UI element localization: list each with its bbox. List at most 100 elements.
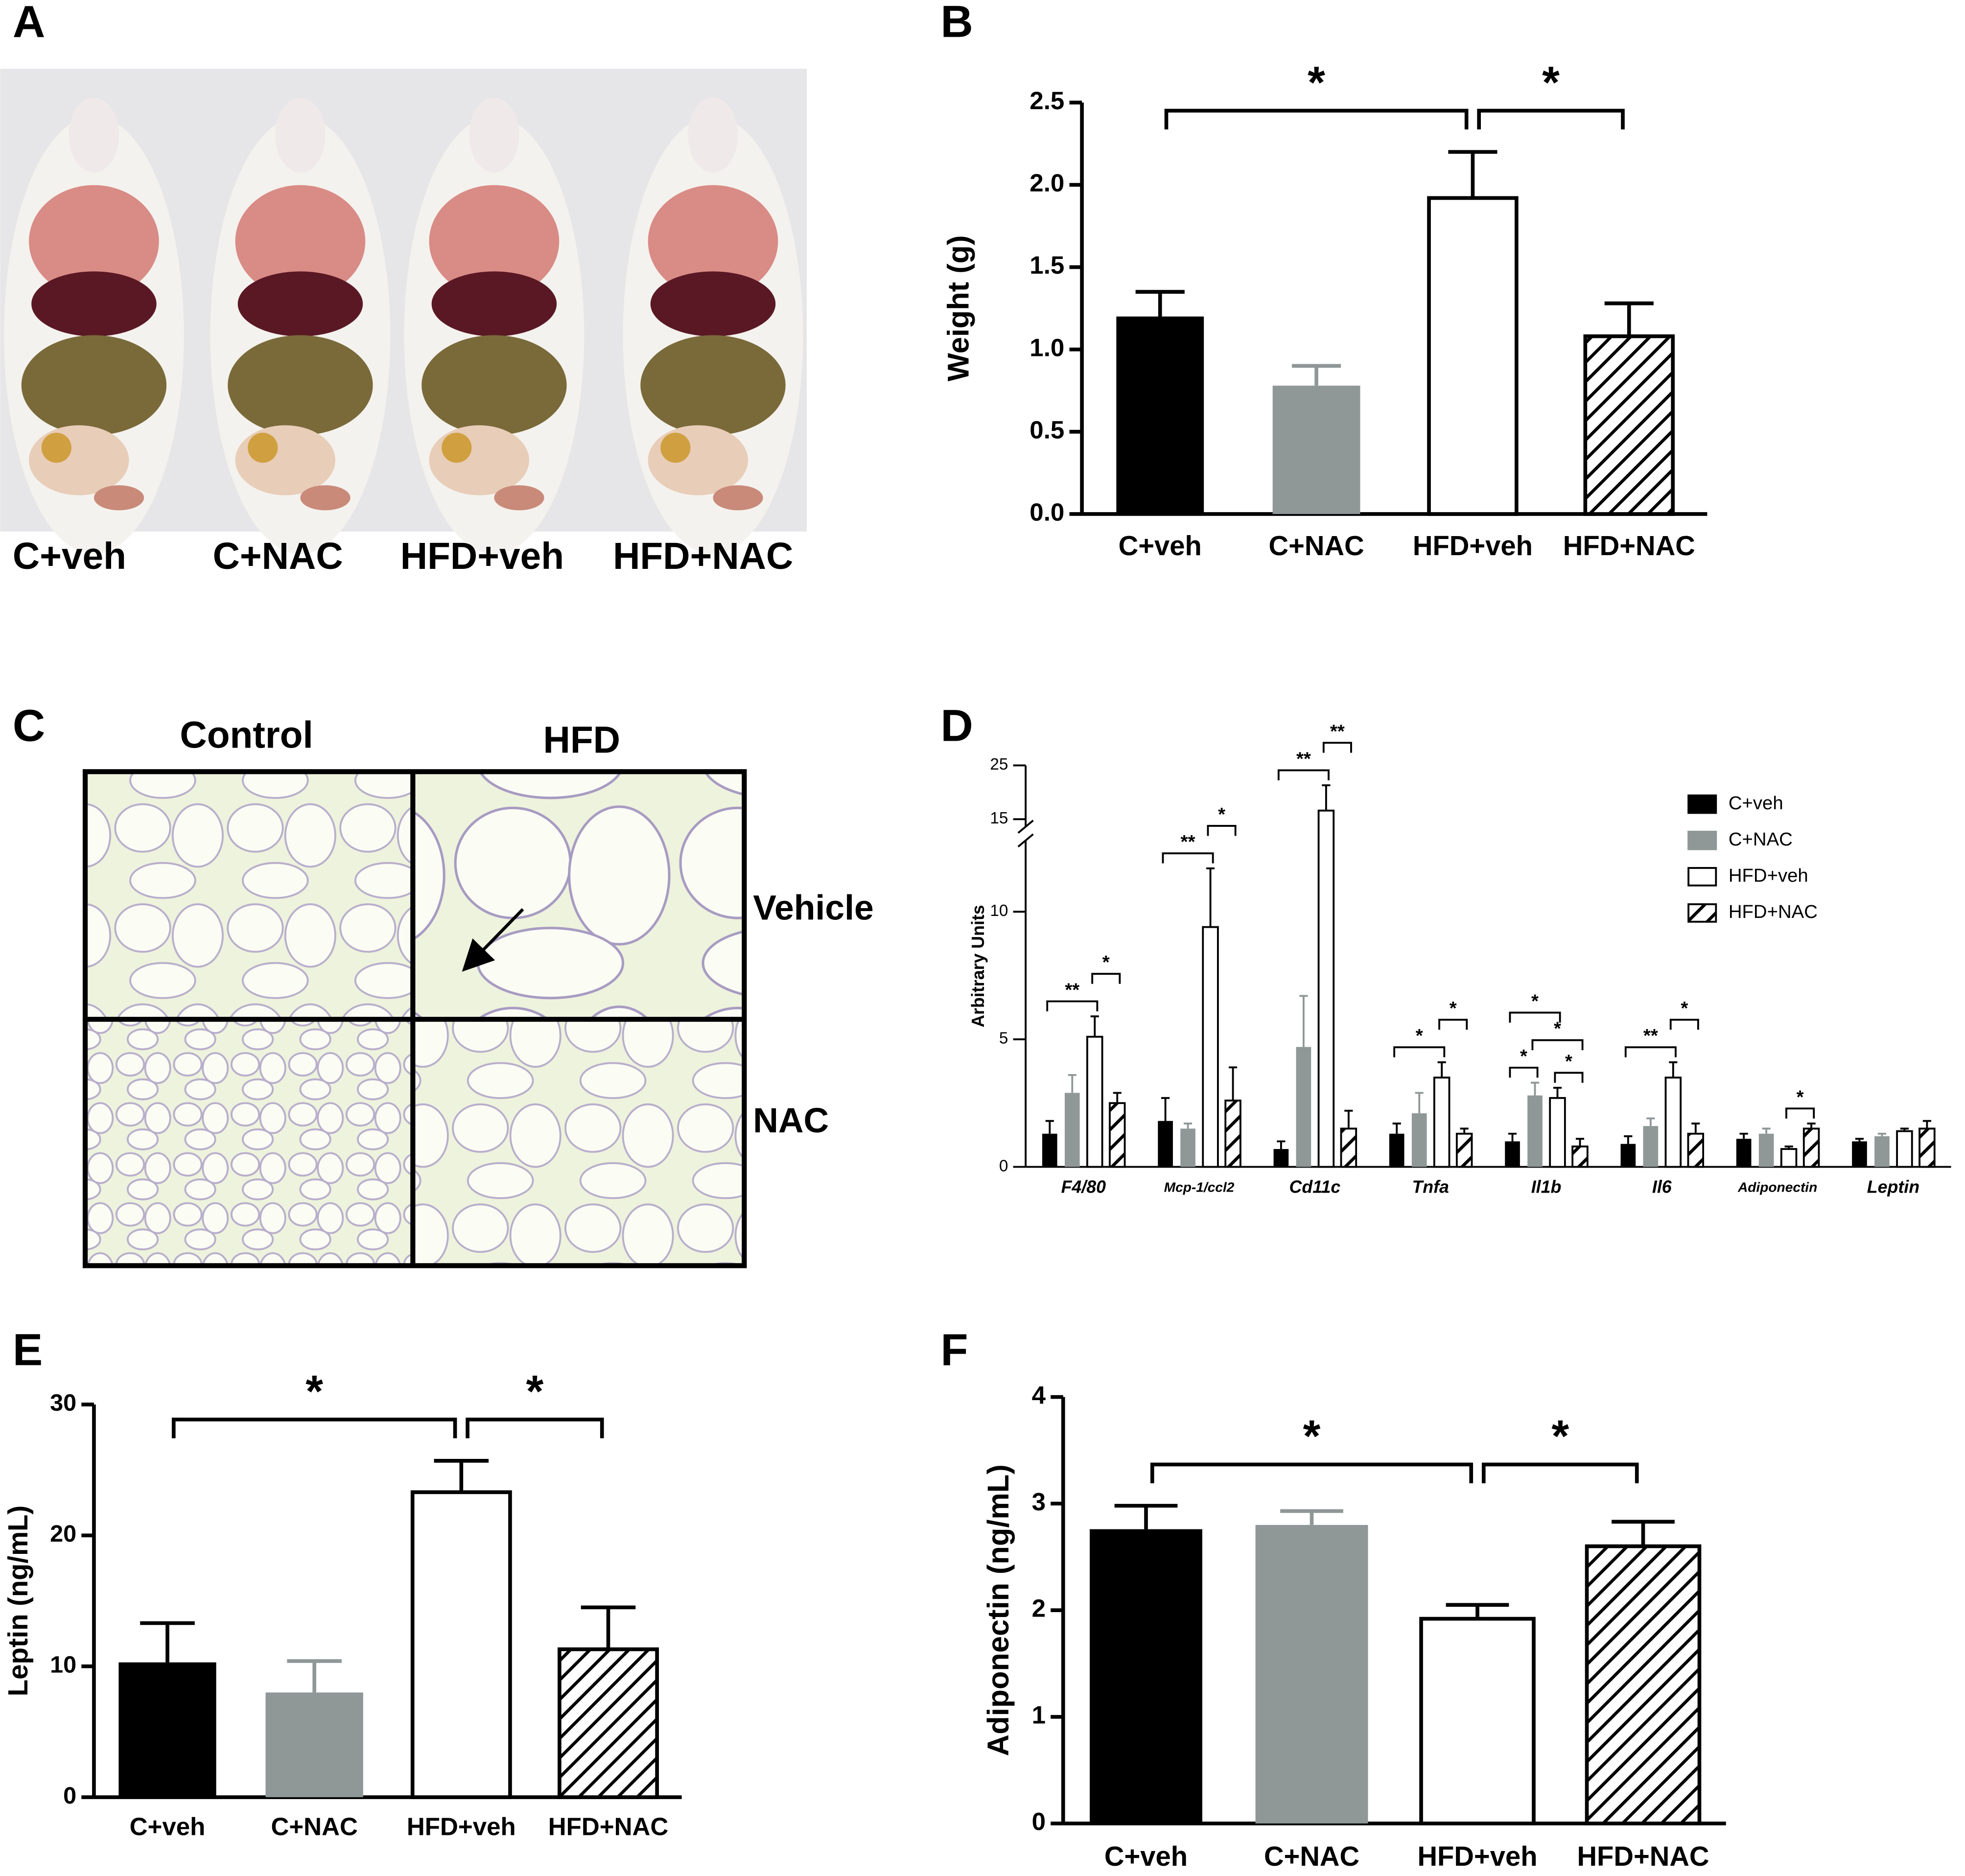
axis-break: [1017, 820, 1034, 834]
y-axis-label: Weight (g): [941, 235, 975, 381]
bar: [1687, 1132, 1705, 1168]
significance-bracket: [1164, 109, 1469, 130]
x-tick-label: HFD+veh: [1413, 530, 1533, 561]
bar: [1802, 1127, 1820, 1168]
photo-label: C+NAC: [213, 536, 343, 577]
bar: [1224, 1100, 1241, 1168]
bar: [1549, 1097, 1566, 1168]
bar: [1527, 1095, 1543, 1167]
significance-label: **: [1065, 979, 1079, 1000]
bar: [1583, 334, 1675, 516]
significance-bracket: [1669, 1019, 1699, 1030]
legend-label: HFD+veh: [1729, 865, 1808, 886]
y-tick-label: 15: [990, 809, 1008, 827]
significance-label: *: [1102, 952, 1110, 973]
y-tick-label: 2.0: [1029, 169, 1064, 197]
y-tick-label: 5: [999, 1030, 1008, 1048]
column-label: Control: [180, 715, 313, 756]
significance-label: **: [1296, 748, 1311, 769]
x-tick-label: C+veh: [1119, 530, 1202, 561]
bar: [1116, 316, 1204, 514]
significance-bracket: [1438, 1019, 1468, 1030]
y-tick-label: 2: [1032, 1595, 1046, 1622]
bar: [1852, 1141, 1867, 1167]
y-tick-label: 25: [990, 755, 1008, 774]
column-label: HFD: [543, 720, 620, 761]
y-tick-label: 10: [990, 902, 1008, 920]
bar: [1664, 1077, 1682, 1168]
x-tick-label: Tnfa: [1412, 1177, 1449, 1196]
panel-letter: B: [940, 0, 973, 47]
significance-label: *: [1565, 1051, 1572, 1072]
significance-label: *: [1797, 1086, 1804, 1107]
significance-label: *: [1416, 1025, 1423, 1046]
significance-bracket: [1785, 1107, 1815, 1119]
bar: [1296, 1047, 1311, 1167]
bar: [1571, 1145, 1589, 1168]
y-tick-label: 1.0: [1029, 333, 1064, 361]
x-tick-label: HFD+veh: [407, 1812, 516, 1840]
y-axis-label: Adiponectin (ng/mL): [981, 1464, 1015, 1756]
bar: [1180, 1128, 1195, 1167]
histology-image: [85, 1019, 413, 1266]
x-tick-label: HFD+NAC: [1563, 530, 1695, 561]
bar: [1643, 1126, 1659, 1167]
axis-break: [1017, 833, 1034, 847]
significance-bracket: [1531, 1039, 1584, 1051]
bar: [410, 1490, 512, 1799]
histology-image: [413, 1019, 745, 1266]
significance-bracket: [1624, 1046, 1677, 1057]
bar: [1090, 1529, 1202, 1824]
legend-label: C+veh: [1729, 793, 1783, 814]
histology-image: [413, 772, 745, 1020]
x-tick-label: Cd11c: [1289, 1177, 1341, 1196]
significance-label: *: [1450, 998, 1457, 1019]
panel-letter: E: [13, 1325, 43, 1375]
photo-label: C+veh: [13, 536, 126, 577]
significance-bracket: [1481, 1462, 1639, 1483]
bar: [1620, 1144, 1636, 1167]
bar: [1064, 1093, 1080, 1167]
bar: [1918, 1127, 1936, 1168]
significance-label: *: [526, 1366, 544, 1416]
bar: [1340, 1127, 1357, 1168]
y-tick-label: 0: [63, 1782, 76, 1809]
significance-bracket: [1322, 742, 1352, 753]
y-tick-label: 0: [1032, 1807, 1046, 1835]
y-axis-label: Leptin (ng/mL): [2, 1505, 33, 1696]
y-tick-label: 4: [1032, 1381, 1046, 1409]
row-label: NAC: [753, 1101, 829, 1140]
significance-label: *: [1308, 58, 1325, 108]
y-tick-label: 1.5: [1029, 251, 1064, 279]
bar: [1272, 385, 1360, 514]
bar: [1411, 1113, 1427, 1167]
x-tick-label: C+NAC: [1269, 530, 1364, 561]
significance-bracket: [466, 1417, 604, 1438]
y-tick-label: 10: [50, 1651, 76, 1678]
bar: [1505, 1141, 1520, 1167]
significance-bracket: [1509, 1011, 1561, 1023]
bar: [1255, 1524, 1368, 1824]
y-tick-label: 2.5: [1029, 87, 1064, 115]
bar: [1896, 1130, 1913, 1168]
panel-letter: A: [13, 0, 45, 47]
significance-label: *: [1218, 804, 1225, 825]
significance-label: *: [1554, 1018, 1561, 1039]
significance-bracket: [1509, 1066, 1539, 1078]
legend-swatch: [1687, 794, 1717, 814]
x-tick-label: C+veh: [1104, 1841, 1188, 1872]
legend-swatch: [1687, 867, 1717, 887]
panel-letter: F: [940, 1325, 968, 1375]
legend-swatch: [1687, 830, 1717, 850]
significance-label: *: [1551, 1411, 1569, 1461]
bar: [1874, 1136, 1890, 1167]
significance-bracket: [1150, 1462, 1474, 1483]
bar: [118, 1662, 216, 1798]
significance-bracket: [1393, 1046, 1446, 1057]
bar: [1042, 1133, 1057, 1167]
significance-label: *: [1531, 991, 1539, 1012]
bar: [1585, 1544, 1702, 1826]
y-tick-label: 0.0: [1029, 498, 1064, 526]
